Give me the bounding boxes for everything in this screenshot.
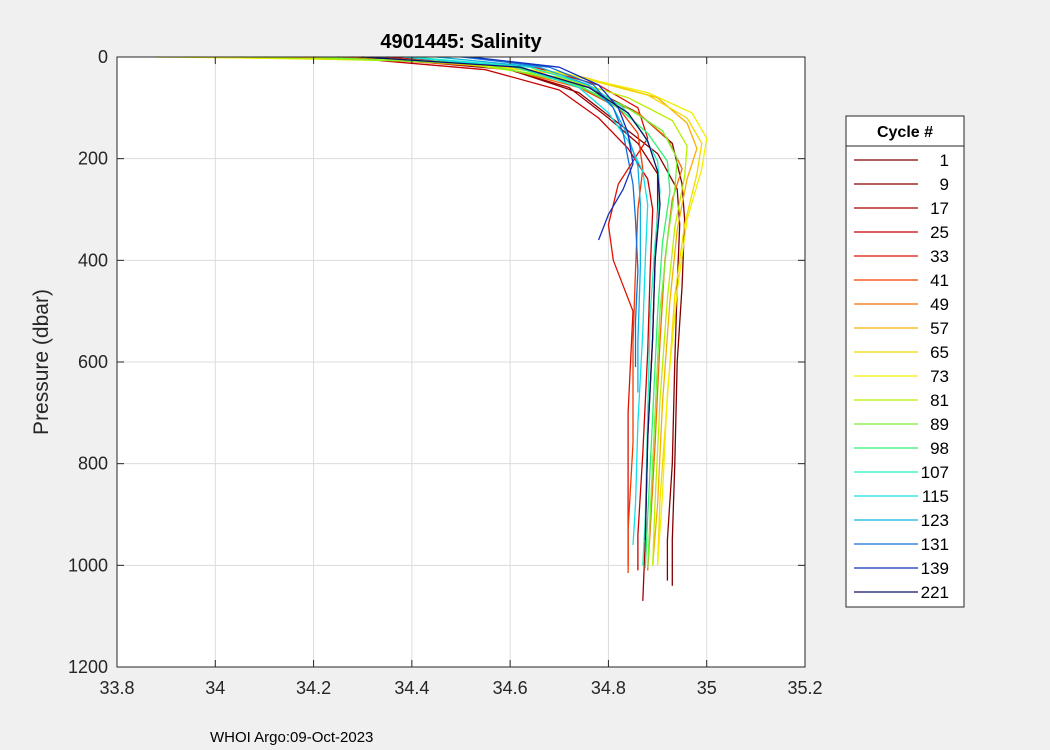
y-tick-label: 0 — [98, 47, 108, 67]
y-axis-label: Pressure (dbar) — [30, 289, 53, 435]
x-tick-label: 35.2 — [787, 678, 822, 698]
legend-label-cycle-81: 81 — [930, 391, 949, 410]
y-tick-label: 800 — [78, 454, 108, 474]
x-tick-label: 34.6 — [493, 678, 528, 698]
series-line-cycle-25 — [338, 56, 654, 571]
legend-label-cycle-9: 9 — [940, 175, 949, 194]
legend-label-cycle-123: 123 — [921, 511, 949, 530]
legend-label-cycle-1: 1 — [940, 151, 949, 170]
series-line-cycle-123 — [436, 56, 642, 393]
x-tick-label: 34.8 — [591, 678, 626, 698]
x-tick-label: 34.4 — [394, 678, 429, 698]
data-series — [156, 56, 708, 601]
series-line-cycle-73 — [156, 56, 708, 566]
legend-box — [845, 115, 965, 608]
x-tick-label: 35 — [697, 678, 717, 698]
series-line-cycle-115 — [401, 56, 649, 546]
series-line-cycle-221 — [362, 56, 661, 540]
series-line-cycle-131 — [460, 56, 639, 368]
legend-label-cycle-17: 17 — [930, 199, 949, 218]
legend-label-cycle-25: 25 — [930, 223, 949, 242]
x-tick-label: 33.8 — [99, 678, 134, 698]
legend-label-cycle-49: 49 — [930, 295, 949, 314]
legend-label-cycle-41: 41 — [930, 271, 949, 290]
chart-title: 4901445: Salinity — [380, 31, 542, 53]
legend-label-cycle-221: 221 — [921, 583, 949, 602]
legend-label-cycle-139: 139 — [921, 559, 949, 578]
y-tick-label: 600 — [78, 352, 108, 372]
legend-label-cycle-131: 131 — [921, 535, 949, 554]
legend-label-cycle-107: 107 — [921, 463, 949, 482]
x-tick-label: 34.2 — [296, 678, 331, 698]
legend: Cycle # 1 9 17 25 33 41 49 57 65 73 81 89 98 107 115 12… — [845, 115, 965, 608]
series-line-cycle-49 — [338, 56, 683, 571]
y-tick-label: 400 — [78, 250, 108, 270]
legend-label-cycle-57: 57 — [930, 319, 949, 338]
legend-label-cycle-98: 98 — [930, 439, 949, 458]
legend-label-cycle-89: 89 — [930, 415, 949, 434]
legend-label-cycle-73: 73 — [930, 367, 949, 386]
legend-title: Cycle # — [877, 124, 933, 141]
axis-ticks: 33.8 34 34.2 34.4 34.6 34.8 35 35.2 0 200 400 600 80… — [68, 47, 823, 698]
legend-label-cycle-33: 33 — [930, 247, 949, 266]
y-tick-label: 1000 — [68, 555, 108, 575]
y-tick-label: 200 — [78, 149, 108, 169]
x-tick-label: 34 — [205, 678, 225, 698]
footer-credit: WHOI Argo:09-Oct-2023 — [210, 729, 373, 746]
series-line-cycle-139 — [470, 56, 634, 241]
legend-label-cycle-115: 115 — [922, 487, 949, 506]
legend-label-cycle-65: 65 — [930, 343, 949, 362]
y-tick-label: 1200 — [68, 657, 108, 677]
